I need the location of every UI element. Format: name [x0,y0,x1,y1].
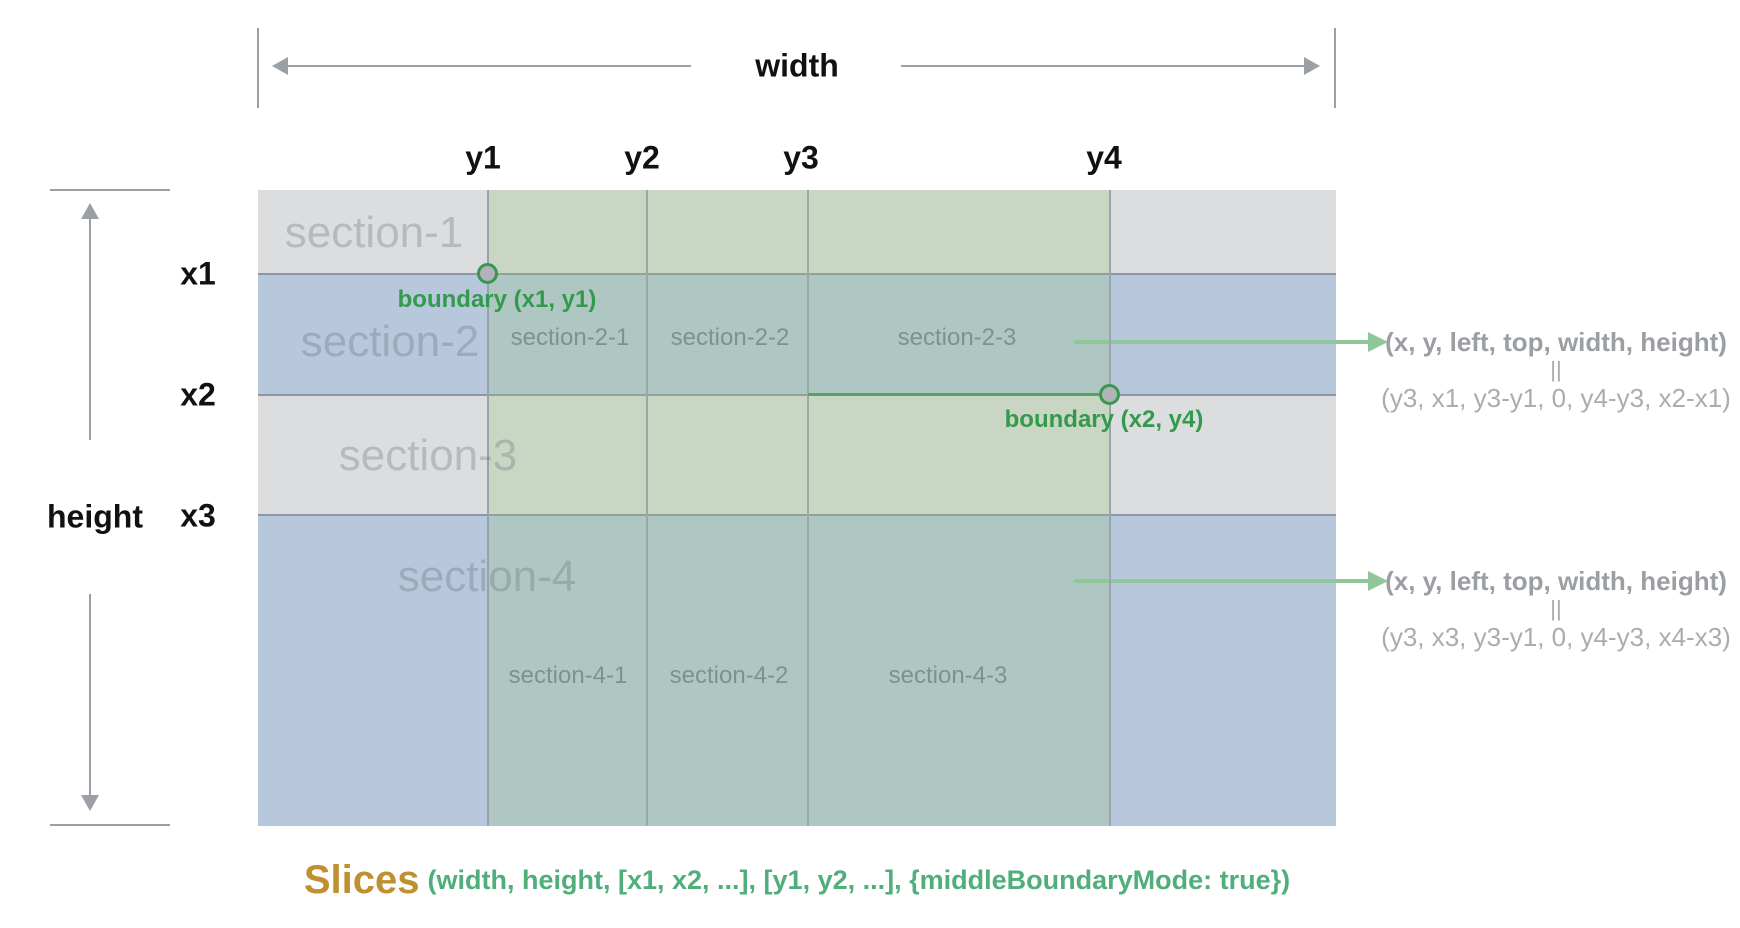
y3-line [807,190,809,826]
row-section-4 [258,515,1336,826]
section-4-2-label: section-4-2 [669,662,789,689]
x3-line [258,514,1336,516]
y1-line [487,190,489,826]
section-4-label: section-4 [397,552,577,601]
y4-label: y4 [1086,139,1122,176]
boundary-x1y1-label: boundary (x1, y1) [397,286,597,313]
boundary-dot-x1y1 [477,263,498,284]
callout-arrow-1-icon [1368,332,1388,352]
y2-line [646,190,648,826]
width-arrow-line-left [286,65,691,67]
width-arrow-line-right [901,65,1305,67]
y2-label: y2 [624,139,660,176]
equivalence-sign-1: || [1550,357,1562,382]
section-1-label: section-1 [284,208,464,257]
footer: Slices (width, height, [x1, x2, ...], [y… [258,852,1336,908]
width-tick-left [257,28,259,108]
height-label: height [47,498,143,535]
row-section-1 [258,190,1336,274]
y1-label: y1 [465,139,501,176]
boundary-dot-x2y4 [1099,384,1120,405]
row-section-3 [258,395,1336,515]
slices-signature: (width, height, [x1, x2, ...], [y1, y2, … [427,864,1291,895]
slices-title: Slices [303,857,420,902]
x1-line [258,273,1336,275]
height-arrow-line-top [89,217,91,440]
row-section-2 [258,274,1336,395]
equivalence-sign-2: || [1550,596,1562,621]
slices-grid: section-1 section-2 section-3 section-4 … [258,190,1336,826]
y3-label: y3 [783,139,819,176]
annotation-block-2: (x, y, left, top, width, height) || (y3,… [1376,567,1736,651]
section-2-2-label: section-2-2 [670,324,790,351]
x3-label: x3 [180,497,216,534]
formula-2: (y3, x3, y3-y1, 0, y4-y3, x4-x3) [1381,622,1731,652]
formula-1: (y3, x1, y3-y1, 0, y4-y3, x2-x1) [1381,383,1731,413]
section-2-1-label: section-2-1 [510,324,630,351]
arrow-left-icon [272,57,288,75]
height-tick-bottom [50,824,170,826]
arrow-up-icon [81,203,99,219]
section-2-3-label: section-2-3 [897,324,1017,351]
x2-line [258,394,1336,396]
arrow-right-icon [1304,57,1320,75]
callout-arrow-2-icon [1368,571,1388,591]
width-tick-right [1334,28,1336,108]
callout-arrow-1-line [1074,340,1374,344]
section-4-3-label: section-4-3 [888,662,1008,689]
boundary-x2y4-label: boundary (x2, y4) [1004,406,1204,433]
callout-arrow-2-line [1074,579,1374,583]
height-arrow-line-bottom [89,594,91,797]
x2-label: x2 [180,376,216,413]
width-label: width [755,47,839,84]
tuple-signature-1: (x, y, left, top, width, height) [1385,327,1727,357]
middle-boundary-segment [808,393,1110,396]
tuple-signature-2: (x, y, left, top, width, height) [1385,566,1727,596]
section-4-1-label: section-4-1 [508,662,628,689]
highlight-overlay [489,190,1110,826]
height-tick-top [50,189,170,191]
section-2-label: section-2 [300,317,480,366]
x1-label: x1 [180,255,216,292]
arrow-down-icon [81,795,99,811]
annotation-block-1: (x, y, left, top, width, height) || (y3,… [1376,328,1736,412]
section-3-label: section-3 [338,431,518,480]
y4-line [1109,190,1111,826]
